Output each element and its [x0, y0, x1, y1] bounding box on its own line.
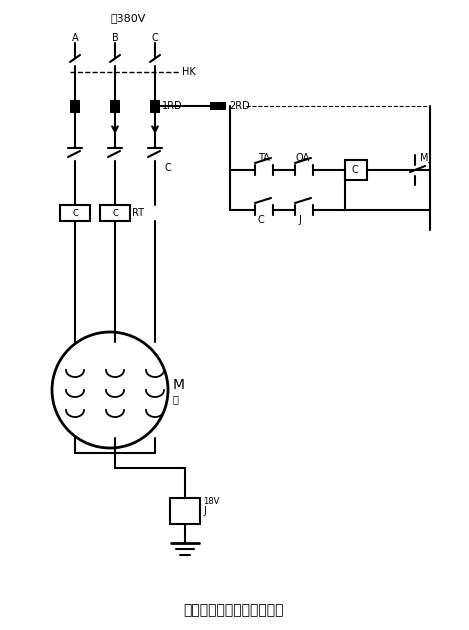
Text: A: A: [72, 33, 78, 43]
Bar: [110, 100, 120, 113]
Text: J: J: [298, 215, 301, 225]
Text: C: C: [164, 163, 171, 173]
Text: RT: RT: [132, 208, 144, 218]
Text: QA: QA: [296, 153, 310, 163]
Bar: [170, 498, 200, 524]
Text: M: M: [173, 378, 185, 392]
Text: ～380V: ～380V: [110, 13, 145, 23]
Text: HK: HK: [182, 67, 196, 77]
Circle shape: [52, 332, 168, 448]
Bar: [345, 160, 367, 180]
Bar: [100, 205, 130, 221]
Bar: [210, 102, 226, 110]
Text: 18V: 18V: [203, 496, 219, 505]
Bar: [150, 100, 160, 113]
Text: C: C: [112, 209, 118, 217]
Text: 2RD: 2RD: [229, 101, 250, 111]
Text: C: C: [258, 215, 265, 225]
Text: C: C: [72, 209, 78, 217]
Bar: [70, 100, 80, 113]
Text: TA: TA: [258, 153, 270, 163]
Text: 1RD: 1RD: [162, 101, 182, 111]
Text: J: J: [203, 506, 206, 516]
Text: B: B: [112, 33, 118, 43]
Text: MJ: MJ: [420, 153, 431, 163]
Bar: [60, 205, 90, 221]
Text: ～: ～: [173, 394, 179, 404]
Text: 简单星形零序电压断相保护: 简单星形零序电压断相保护: [184, 603, 284, 617]
Text: C: C: [151, 33, 159, 43]
Text: C: C: [352, 165, 358, 175]
